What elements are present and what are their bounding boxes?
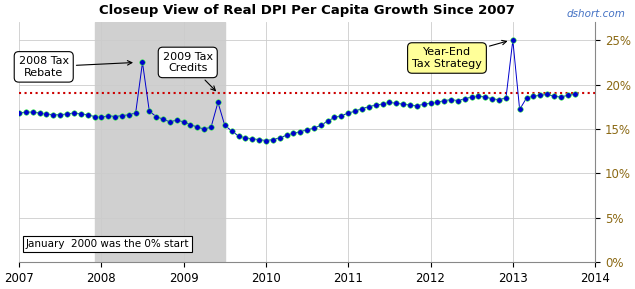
Bar [95,23,225,262]
Title: Closeup View of Real DPI Per Capita Growth Since 2007: Closeup View of Real DPI Per Capita Grow… [99,4,515,17]
Text: January  2000 was the 0% start: January 2000 was the 0% start [25,239,189,249]
Text: 2008 Tax
Rebate: 2008 Tax Rebate [18,56,132,78]
Text: Year-End
Tax Strategy: Year-End Tax Strategy [412,40,507,69]
Text: 2009 Tax
Credits: 2009 Tax Credits [163,52,215,91]
Text: dshort.com: dshort.com [566,9,625,19]
